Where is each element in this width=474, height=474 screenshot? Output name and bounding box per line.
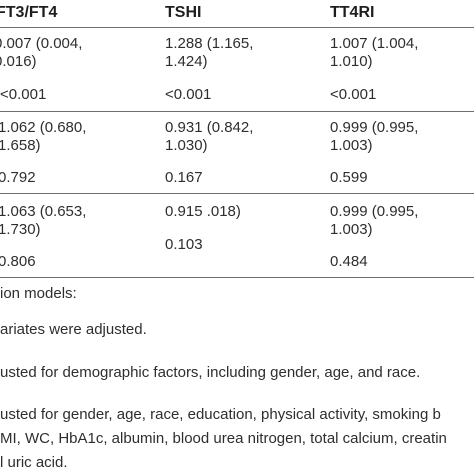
row1-tshi-or-line2: 1.424): [165, 53, 208, 70]
row2-tt4ri-p-value: 0.599: [330, 169, 368, 186]
footnote-model-3-line1: usted for gender, age, race, education, …: [0, 406, 441, 423]
row2-tt4ri-or-line2: 1.003): [330, 137, 373, 154]
footnote-model-1: ariates were adjusted.: [0, 321, 147, 338]
row2-tshi-or-line2: 1.030): [165, 137, 208, 154]
row2-tshi-or-line1: 0.931 (0.842,: [165, 119, 254, 136]
row3-tt4ri-p-value: 0.484: [330, 253, 368, 270]
column-header-ft3-ft4: FT3/FT4: [0, 4, 58, 21]
row3-ft3-ft4-or-line2: 1.730): [0, 221, 41, 238]
footnote-models: ion models:: [0, 285, 77, 302]
row2-rule: [0, 193, 474, 194]
row3-tshi-or-line1: 0.915 .018): [165, 203, 241, 220]
row1-tt4ri-p-value: <0.001: [330, 86, 377, 103]
row1-ft3-ft4-p-value: <0.001: [0, 86, 47, 103]
row1-tt4ri-or-line1: 1.007 (1.004,: [330, 35, 419, 52]
row2-ft3-ft4-or-line2: 1.658): [0, 137, 41, 154]
footnote-model-3-line3: l uric acid.: [0, 454, 68, 471]
row1-tt4ri-or-line2: 1.010): [330, 53, 373, 70]
row3-tt4ri-or-line1: 0.999 (0.995,: [330, 203, 419, 220]
footnote-model-3-line2: MI, WC, HbA1c, albumin, blood urea nitro…: [0, 430, 447, 447]
row2-ft3-ft4-or-line1: 1.062 (0.680,: [0, 119, 87, 136]
row2-tshi-p-value: 0.167: [165, 169, 203, 186]
row1-ft3-ft4-or-line2: 0.016): [0, 53, 37, 70]
column-header-tshi: TSHI: [165, 4, 202, 21]
row3-tshi-p-value: 0.103: [165, 236, 203, 253]
row2-tt4ri-or-line1: 0.999 (0.995,: [330, 119, 419, 136]
row1-rule: [0, 111, 474, 112]
row2-ft3-ft4-p-value: 0.792: [0, 169, 36, 186]
row3-ft3-ft4-p-value: 0.806: [0, 253, 36, 270]
table-bottom-rule: [0, 277, 474, 278]
header-rule: [0, 27, 474, 28]
row1-tshi-or-line1: 1.288 (1.165,: [165, 35, 254, 52]
row3-ft3-ft4-or-line1: 1.063 (0.653,: [0, 203, 87, 220]
column-header-tt4ri: TT4RI: [330, 4, 375, 21]
row3-tt4ri-or-line2: 1.003): [330, 221, 373, 238]
row1-tshi-p-value: <0.001: [165, 86, 212, 103]
footnote-model-2: usted for demographic factors, including…: [0, 364, 421, 381]
row1-ft3-ft4-or-line1: 0.007 (0.004,: [0, 35, 83, 52]
